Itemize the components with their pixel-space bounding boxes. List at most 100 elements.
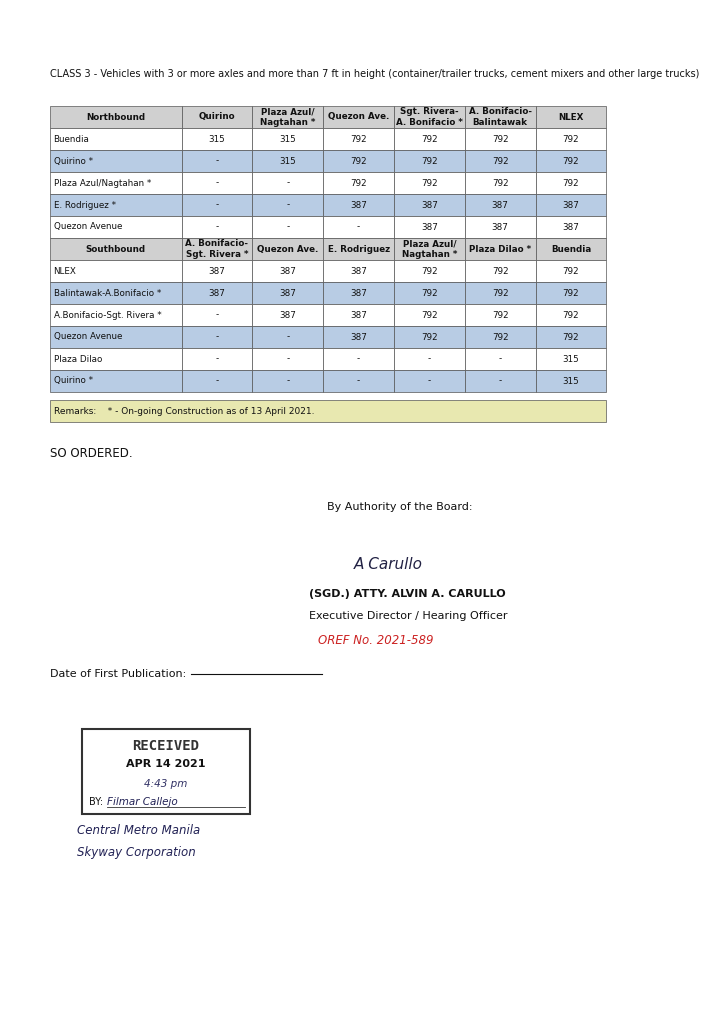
FancyBboxPatch shape (50, 370, 181, 392)
Text: 792: 792 (562, 333, 579, 341)
FancyBboxPatch shape (252, 282, 323, 304)
Text: 792: 792 (492, 289, 508, 298)
Text: 792: 792 (350, 178, 367, 187)
Text: BY:: BY: (89, 797, 103, 807)
FancyBboxPatch shape (323, 326, 394, 348)
Text: 387: 387 (350, 310, 367, 319)
FancyBboxPatch shape (252, 216, 323, 238)
FancyBboxPatch shape (323, 194, 394, 216)
Text: 792: 792 (562, 157, 579, 166)
FancyBboxPatch shape (465, 304, 536, 326)
FancyBboxPatch shape (394, 348, 465, 370)
FancyBboxPatch shape (252, 238, 323, 260)
FancyBboxPatch shape (181, 106, 252, 128)
Text: -: - (215, 178, 218, 187)
FancyBboxPatch shape (181, 370, 252, 392)
FancyBboxPatch shape (465, 282, 536, 304)
Text: -: - (215, 333, 218, 341)
Text: 387: 387 (208, 289, 226, 298)
FancyBboxPatch shape (181, 282, 252, 304)
FancyBboxPatch shape (181, 238, 252, 260)
Text: 315: 315 (562, 377, 579, 385)
Text: -: - (286, 201, 289, 210)
FancyBboxPatch shape (50, 348, 181, 370)
FancyBboxPatch shape (181, 304, 252, 326)
FancyBboxPatch shape (50, 400, 607, 422)
Text: 792: 792 (421, 333, 437, 341)
FancyBboxPatch shape (252, 194, 323, 216)
Text: OREF No. 2021-589: OREF No. 2021-589 (317, 634, 433, 647)
Text: Date of First Publication:: Date of First Publication: (50, 669, 187, 679)
Text: 792: 792 (421, 289, 437, 298)
FancyBboxPatch shape (323, 106, 394, 128)
FancyBboxPatch shape (394, 128, 465, 150)
FancyBboxPatch shape (394, 260, 465, 282)
FancyBboxPatch shape (394, 216, 465, 238)
Text: Sgt. Rivera-
A. Bonifacio *: Sgt. Rivera- A. Bonifacio * (396, 108, 463, 127)
Text: 4:43 pm: 4:43 pm (144, 779, 187, 790)
FancyBboxPatch shape (323, 128, 394, 150)
Text: -: - (428, 354, 431, 364)
Text: Executive Director / Hearing Officer: Executive Director / Hearing Officer (309, 611, 507, 621)
FancyBboxPatch shape (465, 238, 536, 260)
Text: -: - (215, 354, 218, 364)
Text: -: - (215, 377, 218, 385)
FancyBboxPatch shape (394, 304, 465, 326)
Text: -: - (499, 354, 502, 364)
FancyBboxPatch shape (323, 348, 394, 370)
Text: 792: 792 (492, 157, 508, 166)
FancyBboxPatch shape (252, 348, 323, 370)
FancyBboxPatch shape (181, 260, 252, 282)
FancyBboxPatch shape (323, 238, 394, 260)
Text: Central Metro Manila: Central Metro Manila (77, 824, 200, 837)
FancyBboxPatch shape (465, 260, 536, 282)
Text: 792: 792 (421, 310, 437, 319)
Text: 387: 387 (350, 333, 367, 341)
Text: 792: 792 (562, 134, 579, 143)
FancyBboxPatch shape (181, 128, 252, 150)
Text: Remarks:    * - On-going Construction as of 13 April 2021.: Remarks: * - On-going Construction as of… (54, 407, 315, 416)
Text: RECEIVED: RECEIVED (132, 739, 199, 753)
FancyBboxPatch shape (252, 172, 323, 194)
FancyBboxPatch shape (536, 348, 607, 370)
FancyBboxPatch shape (50, 150, 181, 172)
Text: -: - (286, 377, 289, 385)
FancyBboxPatch shape (50, 282, 181, 304)
FancyBboxPatch shape (50, 194, 181, 216)
FancyBboxPatch shape (536, 150, 607, 172)
Text: Filmar Callejo: Filmar Callejo (107, 797, 178, 807)
Text: Plaza Dilao: Plaza Dilao (54, 354, 102, 364)
Text: -: - (215, 310, 218, 319)
FancyBboxPatch shape (181, 150, 252, 172)
Text: -: - (286, 354, 289, 364)
Text: -: - (499, 377, 502, 385)
Text: 387: 387 (279, 266, 296, 275)
Text: 387: 387 (421, 201, 438, 210)
FancyBboxPatch shape (536, 238, 607, 260)
FancyBboxPatch shape (50, 238, 181, 260)
FancyBboxPatch shape (465, 326, 536, 348)
Text: Quezon Avenue: Quezon Avenue (54, 333, 122, 341)
Text: -: - (286, 333, 289, 341)
FancyBboxPatch shape (536, 304, 607, 326)
Text: 387: 387 (350, 266, 367, 275)
Text: 792: 792 (492, 134, 508, 143)
Text: 387: 387 (421, 222, 438, 231)
Text: By Authority of the Board:: By Authority of the Board: (327, 502, 472, 512)
Text: Plaza Dilao *: Plaza Dilao * (469, 245, 531, 254)
Text: 315: 315 (279, 134, 296, 143)
FancyBboxPatch shape (50, 106, 181, 128)
FancyBboxPatch shape (394, 238, 465, 260)
Text: 792: 792 (421, 178, 437, 187)
Text: 387: 387 (208, 266, 226, 275)
Text: A Carullo: A Carullo (354, 557, 423, 572)
Text: Quezon Avenue: Quezon Avenue (54, 222, 122, 231)
FancyBboxPatch shape (536, 128, 607, 150)
FancyBboxPatch shape (394, 172, 465, 194)
FancyBboxPatch shape (394, 150, 465, 172)
Text: 387: 387 (562, 222, 579, 231)
FancyBboxPatch shape (536, 326, 607, 348)
Text: Buendia: Buendia (54, 134, 90, 143)
FancyBboxPatch shape (181, 348, 252, 370)
FancyBboxPatch shape (252, 106, 323, 128)
